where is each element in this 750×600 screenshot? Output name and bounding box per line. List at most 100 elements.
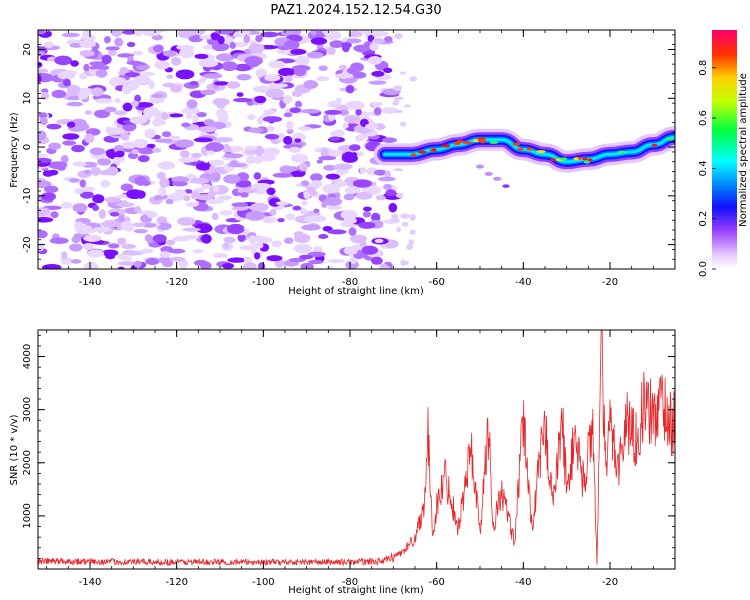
heatmap-noise-cell: [106, 166, 119, 176]
heatmap-noise-cell: [323, 164, 337, 171]
heatmap-noise-cell: [104, 106, 117, 113]
heatmap-noise-region: [38, 30, 418, 269]
heatmap-noise-cell: [107, 50, 117, 56]
heatmap-noise-cell: [141, 180, 151, 186]
heatmap-noise-cell: [306, 51, 324, 59]
heatmap-noise-cell: [240, 192, 249, 198]
heatmap-noise-cell: [95, 69, 108, 78]
heatmap-noise-cell: [175, 139, 194, 148]
heatmap-noise-cell: [41, 91, 50, 100]
heatmap-noise-cell: [66, 84, 81, 95]
heatmap-noise-cell: [226, 81, 241, 89]
heatmap-noise-cell: [294, 55, 310, 66]
heatmap-noise-cell: [114, 37, 124, 47]
heatmap-noise-cell: [150, 93, 164, 98]
heatmap-noise-cell: [104, 36, 111, 44]
heatmap-noise-cell: [308, 215, 327, 223]
heatmap-noise-cell: [348, 227, 357, 236]
heatmap-noise-cell: [69, 243, 83, 252]
heatmap-noise-cell: [316, 76, 330, 82]
snr-y-axis: 1000 2000 3000 4000: [22, 334, 675, 559]
heatmap-noise-cell: [205, 150, 216, 155]
heatmap-noise-cell: [106, 127, 125, 135]
heatmap-noise-cell: [399, 71, 406, 75]
heatmap-noise-cell: [283, 135, 293, 145]
signal-track-peak: [410, 153, 417, 157]
snr-x-tick-label: -140: [79, 577, 102, 588]
heatmap-noise-cell: [70, 60, 79, 67]
heatmap-noise-cell: [343, 246, 358, 255]
heatmap-noise-cell: [111, 30, 122, 37]
heatmap-noise-cell: [223, 242, 230, 249]
heatmap-noise-cell: [62, 70, 78, 76]
heatmap-noise-cell: [250, 202, 269, 212]
heatmap-noise-cell: [170, 84, 183, 93]
heatmap-noise-cell: [230, 145, 244, 153]
heatmap-noise-cell: [211, 212, 219, 221]
heatmap-noise-cell: [394, 33, 403, 40]
heatmap-noise-cell: [146, 143, 156, 148]
heatmap-noise-cell: [79, 50, 95, 57]
heatmap-noise-cell: [178, 30, 193, 39]
heatmap-noise-cell: [61, 251, 68, 260]
heatmap-noise-cell: [301, 224, 321, 231]
heatmap-noise-cell: [94, 98, 114, 104]
heatmap-noise-cell: [242, 262, 257, 269]
snr-y-tick-label: 3000: [22, 397, 33, 422]
heatmap-noise-cell: [338, 64, 347, 71]
heatmap-noise-cell: [122, 102, 133, 112]
colorbar-gradient: [712, 30, 737, 269]
signal-track-peak: [473, 139, 480, 143]
heatmap-noise-cell: [79, 39, 96, 49]
heatmap-noise-cell: [345, 84, 355, 94]
heatmap-noise-cell: [129, 116, 148, 125]
heatmap-noise-cell: [39, 117, 48, 126]
heatmap-noise-cell: [217, 35, 225, 45]
heatmap-noise-cell: [98, 209, 107, 220]
heatmap-noise-cell: [361, 245, 379, 255]
heatmap-noise-cell: [38, 30, 45, 35]
heatmap-noise-cell: [144, 128, 156, 139]
heatmap-noise-cell: [264, 133, 280, 140]
heatmap-noise-cell: [143, 107, 160, 117]
heatmap-noise-cell: [183, 195, 191, 202]
heatmap-noise-cell: [374, 238, 384, 244]
spectrogram-x-tick-label: -20: [602, 277, 618, 288]
heatmap-noise-cell: [92, 194, 105, 204]
spectrogram-x-tick-label: -80: [342, 277, 358, 288]
heatmap-noise-cell: [68, 178, 80, 183]
heatmap-noise-cell: [325, 173, 341, 180]
heatmap-noise-cell: [255, 68, 268, 79]
heatmap-noise-cell: [168, 135, 181, 141]
heatmap-noise-cell: [253, 172, 262, 180]
heatmap-noise-cell: [205, 198, 224, 205]
heatmap-noise-cell: [215, 30, 234, 35]
heatmap-noise-cell: [329, 136, 341, 141]
heatmap-noise-cell: [233, 97, 252, 103]
spectrogram-x-tick-label: -120: [165, 277, 188, 288]
signal-track-peak: [512, 142, 520, 146]
heatmap-noise-cell: [211, 172, 221, 182]
heatmap-noise-cell: [285, 166, 300, 172]
heatmap-noise-cell: [408, 239, 414, 245]
spectrogram-x-tick-label: -100: [252, 277, 275, 288]
heatmap-noise-cell: [239, 245, 258, 251]
heatmap-noise-cell: [74, 188, 84, 194]
heatmap-noise-cell: [205, 142, 224, 152]
heatmap-noise-cell: [395, 192, 404, 198]
heatmap-noise-cell: [153, 194, 162, 201]
heatmap-noise-cell: [122, 250, 143, 256]
signal-track-peak: [536, 150, 546, 154]
heatmap-noise-cell: [400, 121, 407, 127]
heatmap-noise-cell: [60, 155, 69, 164]
signal-track-peak: [617, 150, 627, 154]
heatmap-noise-cell: [158, 186, 167, 197]
heatmap-noise-cell: [213, 81, 230, 86]
heatmap-noise-cell: [131, 149, 139, 155]
heatmap-noise-cell: [192, 249, 204, 254]
heatmap-noise-cell: [83, 261, 99, 269]
heatmap-noise-cell: [94, 109, 111, 119]
heatmap-noise-cell: [38, 68, 49, 74]
heatmap-noise-cell: [310, 37, 328, 45]
heatmap-noise-cell: [292, 205, 302, 211]
